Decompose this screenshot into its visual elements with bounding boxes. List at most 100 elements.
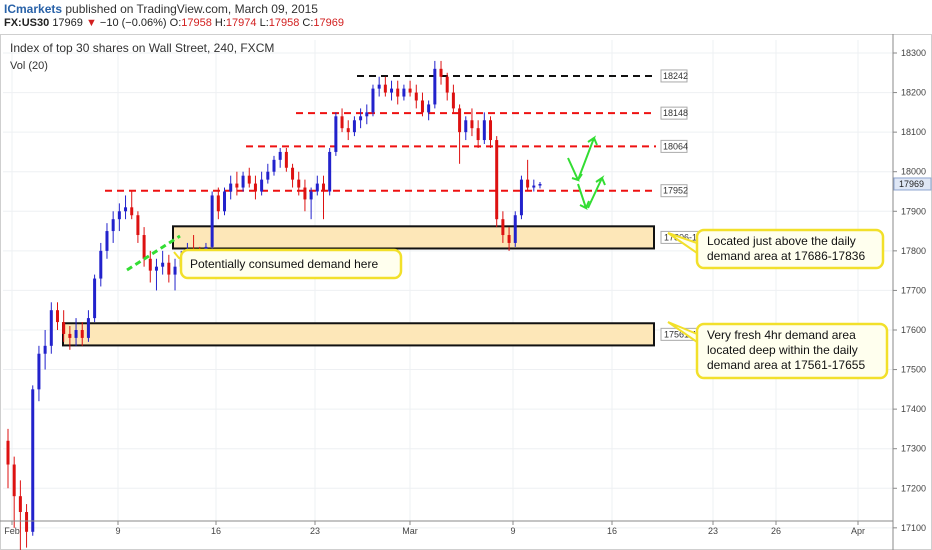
level-label: 18242: [663, 71, 688, 81]
y-tick-label: 17500: [901, 365, 926, 375]
x-tick-label: Mar: [402, 526, 418, 536]
current-price-label: 17969: [899, 179, 924, 189]
candle: [154, 258, 158, 291]
candle: [241, 171, 245, 192]
candle: [117, 203, 121, 232]
price-levels: 18242 18148 18064 17952: [105, 69, 688, 198]
candle: [507, 227, 511, 251]
change-arrow-icon: ▼: [85, 17, 97, 29]
candle: [12, 456, 16, 528]
zone-label: 17806-17862: [664, 232, 717, 242]
candle: [25, 504, 29, 548]
candle: [247, 167, 251, 188]
candle: [229, 175, 233, 200]
candle: [167, 254, 171, 283]
demand-zone[interactable]: [62, 322, 655, 347]
candle: [297, 171, 301, 196]
y-tick-label: 17100: [901, 523, 926, 533]
candle: [439, 60, 443, 85]
candle: [513, 211, 517, 247]
level-label-box: [660, 106, 688, 120]
level-label-box: [660, 69, 688, 83]
candle: [272, 155, 276, 176]
candle: [532, 179, 536, 192]
candle: [111, 211, 115, 243]
callout-box[interactable]: [179, 248, 403, 280]
y-axis: 1700017100172001730017400175001760017700…: [892, 34, 932, 550]
close-value: 17969: [313, 17, 345, 29]
candle: [476, 120, 480, 148]
candle: [86, 310, 90, 342]
candle: [105, 223, 109, 259]
low-value: 17958: [268, 17, 300, 29]
x-tick-label: 26: [771, 526, 781, 536]
level-label-box: [660, 139, 688, 153]
level-label: 18148: [663, 108, 688, 118]
low-label: L:: [259, 17, 269, 29]
candle: [352, 116, 356, 137]
candle: [93, 274, 97, 323]
candle: [68, 326, 72, 350]
candle: [383, 76, 387, 97]
x-tick-label: 23: [708, 526, 718, 536]
current-price-tag: [893, 177, 932, 191]
x-axis: Feb 9 16 23 Mar 9 16 23 26 Apr: [0, 520, 893, 536]
callout-box[interactable]: [695, 322, 889, 380]
candle: [161, 250, 165, 275]
candle: [74, 318, 78, 346]
candle: [433, 60, 437, 109]
candle: [519, 175, 523, 220]
candle: [210, 191, 214, 251]
trendline-consumed-demand[interactable]: [126, 234, 181, 272]
y-tick-label: 18200: [901, 88, 926, 98]
publisher-line: ICmarkets published on TradingView.com, …: [4, 2, 318, 16]
close-label: C:: [302, 17, 314, 29]
candle: [216, 187, 220, 220]
candle: [526, 159, 530, 192]
publisher-name[interactable]: ICmarkets: [4, 2, 63, 16]
arrow-up-icon: [577, 135, 598, 181]
callout-text: Potentially consumed demand here: [190, 257, 378, 271]
candle: [359, 108, 363, 129]
candle: [420, 92, 424, 117]
candle: [235, 171, 239, 196]
y-tick-label: 17700: [901, 285, 926, 295]
y-tick-label: 17300: [901, 444, 926, 454]
x-tick-label: 9: [115, 526, 120, 536]
x-tick-label: Apr: [851, 526, 865, 536]
price-change: −10 (−0.06%): [99, 17, 167, 29]
candle: [365, 104, 369, 125]
candle: [451, 84, 455, 113]
candle: [43, 329, 47, 370]
volume-indicator-label: Vol (20): [10, 60, 48, 72]
y-tick-label: 17400: [901, 404, 926, 414]
candle: [458, 104, 462, 164]
callout-box[interactable]: [695, 228, 885, 270]
candle: [18, 480, 22, 550]
arrow-up-icon: [587, 175, 606, 209]
y-tick-label: 18000: [901, 167, 926, 177]
arrow-down-icon: [577, 183, 590, 210]
y-tick-label: 18300: [901, 48, 926, 58]
callouts: Potentially consumed demand here Located …: [179, 228, 889, 380]
candle: [377, 76, 381, 97]
price-chart[interactable]: 17806-1786217561-17617 18242 18148 18064 17…: [0, 34, 932, 550]
level-label-box: [660, 184, 688, 198]
candle: [390, 80, 394, 101]
y-tick-label: 18100: [901, 127, 926, 137]
candle: [346, 120, 350, 141]
x-tick-label: Feb: [4, 526, 20, 536]
candle: [223, 187, 227, 216]
candle: [538, 181, 542, 189]
candle: [99, 242, 103, 287]
candle: [371, 84, 375, 117]
candle: [321, 175, 325, 220]
candle: [142, 227, 146, 267]
demand-zone[interactable]: [172, 225, 655, 250]
chart-title: Index of top 30 shares on Wall Street, 2…: [10, 41, 274, 55]
candle: [148, 250, 152, 283]
candle: [414, 84, 418, 109]
callout-text: Very fresh 4hr demand area: [707, 328, 856, 342]
candle: [427, 100, 431, 121]
candles: [6, 60, 542, 550]
